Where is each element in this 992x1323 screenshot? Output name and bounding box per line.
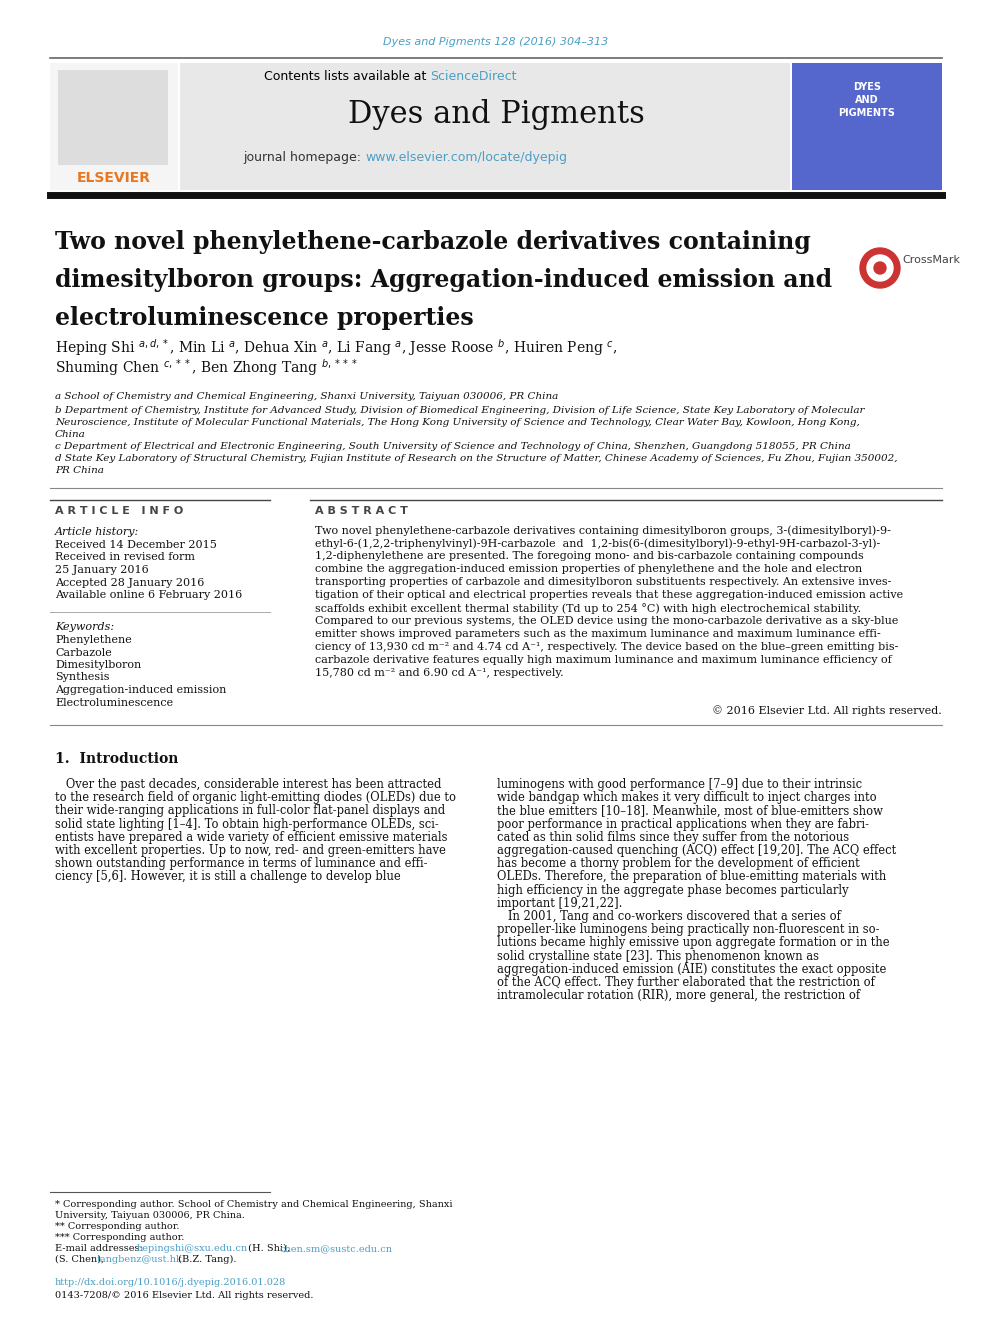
Text: Over the past decades, considerable interest has been attracted: Over the past decades, considerable inte… [55,778,441,791]
FancyBboxPatch shape [58,70,168,165]
Text: Two novel phenylethene-carbazole derivatives containing dimesitylboron groups, 3: Two novel phenylethene-carbazole derivat… [315,525,891,536]
Circle shape [867,255,893,280]
Text: solid crystalline state [23]. This phenomenon known as: solid crystalline state [23]. This pheno… [497,950,819,963]
Text: transporting properties of carbazole and dimesitylboron substituents respectivel: transporting properties of carbazole and… [315,577,892,587]
Circle shape [874,262,886,274]
Text: ciency [5,6]. However, it is still a challenge to develop blue: ciency [5,6]. However, it is still a cha… [55,871,401,884]
Text: journal homepage:: journal homepage: [243,152,365,164]
Text: dimesitylboron groups: Aggregation-induced emission and: dimesitylboron groups: Aggregation-induc… [55,269,832,292]
Text: ScienceDirect: ScienceDirect [430,70,517,82]
Text: luminogens with good performance [7–9] due to their intrinsic: luminogens with good performance [7–9] d… [497,778,862,791]
Text: tangbenz@ust.hk: tangbenz@ust.hk [97,1256,183,1263]
Text: shown outstanding performance in terms of luminance and effi-: shown outstanding performance in terms o… [55,857,428,871]
Text: 0143-7208/© 2016 Elsevier Ltd. All rights reserved.: 0143-7208/© 2016 Elsevier Ltd. All right… [55,1291,313,1301]
Text: CrossMark: CrossMark [902,255,960,265]
Text: In 2001, Tang and co-workers discovered that a series of: In 2001, Tang and co-workers discovered … [497,910,841,923]
Text: 1,2-diphenylethene are presented. The foregoing mono- and bis-carbazole containi: 1,2-diphenylethene are presented. The fo… [315,550,864,561]
Text: 15,780 cd m⁻² and 6.90 cd A⁻¹, respectively.: 15,780 cd m⁻² and 6.90 cd A⁻¹, respectiv… [315,668,563,677]
Text: with excellent properties. Up to now, red- and green-emitters have: with excellent properties. Up to now, re… [55,844,445,857]
Text: combine the aggregation-induced emission properties of phenylethene and the hole: combine the aggregation-induced emission… [315,564,862,574]
Text: Synthesis: Synthesis [55,672,109,683]
Text: A R T I C L E   I N F O: A R T I C L E I N F O [55,505,184,516]
Text: aggregation-induced emission (AIE) constitutes the exact opposite: aggregation-induced emission (AIE) const… [497,963,887,976]
Text: a School of Chemistry and Chemical Engineering, Shanxi University, Taiyuan 03000: a School of Chemistry and Chemical Engin… [55,392,558,401]
Text: Neuroscience, Institute of Molecular Functional Materials, The Hong Kong Univers: Neuroscience, Institute of Molecular Fun… [55,418,860,427]
Text: Available online 6 February 2016: Available online 6 February 2016 [55,590,242,601]
Text: hepingshi@sxu.edu.cn: hepingshi@sxu.edu.cn [137,1244,248,1253]
Text: China: China [55,430,85,439]
Text: emitter shows improved parameters such as the maximum luminance and maximum lumi: emitter shows improved parameters such a… [315,628,881,639]
Text: http://dx.doi.org/10.1016/j.dyepig.2016.01.028: http://dx.doi.org/10.1016/j.dyepig.2016.… [55,1278,287,1287]
Text: Accepted 28 January 2016: Accepted 28 January 2016 [55,578,204,587]
Text: intramolecular rotation (RIR), more general, the restriction of: intramolecular rotation (RIR), more gene… [497,990,860,1003]
Text: E-mail addresses:: E-mail addresses: [55,1244,146,1253]
Text: Aggregation-induced emission: Aggregation-induced emission [55,685,226,695]
Text: OLEDs. Therefore, the preparation of blue-emitting materials with: OLEDs. Therefore, the preparation of blu… [497,871,886,884]
Text: ethyl-6-(1,2,2-triphenylvinyl)-9H-carbazole  and  1,2-bis(6-(dimesitylboryl)-9-e: ethyl-6-(1,2,2-triphenylvinyl)-9H-carbaz… [315,538,880,549]
Text: DYES
AND
PIGMENTS: DYES AND PIGMENTS [838,82,896,118]
Text: Carbazole: Carbazole [55,647,112,658]
Text: Phenylethene: Phenylethene [55,635,132,646]
Text: Two novel phenylethene-carbazole derivatives containing: Two novel phenylethene-carbazole derivat… [55,230,810,254]
Text: (B.Z. Tang).: (B.Z. Tang). [175,1256,236,1263]
Text: Compared to our previous systems, the OLED device using the mono-carbazole deriv: Compared to our previous systems, the OL… [315,617,899,626]
Text: Article history:: Article history: [55,527,139,537]
Text: www.elsevier.com/locate/dyepig: www.elsevier.com/locate/dyepig [365,152,567,164]
Text: d State Key Laboratory of Structural Chemistry, Fujian Institute of Research on : d State Key Laboratory of Structural Che… [55,454,898,463]
Text: propeller-like luminogens being practically non-fluorescent in so-: propeller-like luminogens being practica… [497,923,880,937]
Text: 25 January 2016: 25 January 2016 [55,565,149,576]
Text: solid state lighting [1–4]. To obtain high-performance OLEDs, sci-: solid state lighting [1–4]. To obtain hi… [55,818,438,831]
Text: A B S T R A C T: A B S T R A C T [315,505,408,516]
Text: the blue emitters [10–18]. Meanwhile, most of blue-emitters show: the blue emitters [10–18]. Meanwhile, mo… [497,804,883,818]
Text: Keywords:: Keywords: [55,622,114,632]
Text: chen.sm@sustc.edu.cn: chen.sm@sustc.edu.cn [279,1244,392,1253]
Text: Shuming Chen $^{c, **}$, Ben Zhong Tang $^{b, ***}$: Shuming Chen $^{c, **}$, Ben Zhong Tang … [55,357,358,378]
Text: * Corresponding author. School of Chemistry and Chemical Engineering, Shanxi: * Corresponding author. School of Chemis… [55,1200,452,1209]
Text: ELSEVIER: ELSEVIER [77,171,151,185]
Text: ciency of 13,930 cd m⁻² and 4.74 cd A⁻¹, respectively. The device based on the b: ciency of 13,930 cd m⁻² and 4.74 cd A⁻¹,… [315,642,899,652]
Text: scaffolds exhibit excellent thermal stability (Td up to 254 °C) with high electr: scaffolds exhibit excellent thermal stab… [315,603,861,614]
Text: Dyes and Pigments 128 (2016) 304–313: Dyes and Pigments 128 (2016) 304–313 [383,37,609,48]
Text: poor performance in practical applications when they are fabri-: poor performance in practical applicatio… [497,818,869,831]
Text: University, Taiyuan 030006, PR China.: University, Taiyuan 030006, PR China. [55,1211,245,1220]
Text: PR China: PR China [55,466,104,475]
Text: entists have prepared a wide variety of efficient emissive materials: entists have prepared a wide variety of … [55,831,447,844]
Text: carbazole derivative features equally high maximum luminance and maximum luminan: carbazole derivative features equally hi… [315,655,892,665]
Text: tigation of their optical and electrical properties reveals that these aggregati: tigation of their optical and electrical… [315,590,903,601]
Text: their wide-ranging applications in full-color flat-panel displays and: their wide-ranging applications in full-… [55,804,445,818]
Text: cated as thin solid films since they suffer from the notorious: cated as thin solid films since they suf… [497,831,849,844]
Text: Dyes and Pigments: Dyes and Pigments [347,99,645,131]
Text: Received 14 December 2015: Received 14 December 2015 [55,540,217,550]
Text: of the ACQ effect. They further elaborated that the restriction of: of the ACQ effect. They further elaborat… [497,976,875,990]
FancyBboxPatch shape [792,64,942,191]
FancyBboxPatch shape [50,64,178,191]
Text: Received in revised form: Received in revised form [55,553,195,562]
Text: Electroluminescence: Electroluminescence [55,697,174,708]
Text: electroluminescence properties: electroluminescence properties [55,306,474,329]
Text: aggregation-caused quenching (ACQ) effect [19,20]. The ACQ effect: aggregation-caused quenching (ACQ) effec… [497,844,896,857]
Text: Contents lists available at: Contents lists available at [264,70,430,82]
Text: wide bandgap which makes it very difficult to inject charges into: wide bandgap which makes it very difficu… [497,791,877,804]
Text: *** Corresponding author.: *** Corresponding author. [55,1233,185,1242]
Text: Dimesitylboron: Dimesitylboron [55,660,141,669]
Text: has become a thorny problem for the development of efficient: has become a thorny problem for the deve… [497,857,860,871]
Text: (H. Shi),: (H. Shi), [245,1244,293,1253]
Text: 1.  Introduction: 1. Introduction [55,751,179,766]
Text: c Department of Electrical and Electronic Engineering, South University of Scien: c Department of Electrical and Electroni… [55,442,851,451]
Text: Heping Shi $^{a, d, *}$, Min Li $^{a}$, Dehua Xin $^{a}$, Li Fang $^{a}$, Jesse : Heping Shi $^{a, d, *}$, Min Li $^{a}$, … [55,337,617,359]
Text: lutions became highly emissive upon aggregate formation or in the: lutions became highly emissive upon aggr… [497,937,890,950]
Text: to the research field of organic light-emitting diodes (OLEDs) due to: to the research field of organic light-e… [55,791,456,804]
Text: important [19,21,22].: important [19,21,22]. [497,897,622,910]
Circle shape [860,247,900,288]
Text: ** Corresponding author.: ** Corresponding author. [55,1222,180,1230]
Text: © 2016 Elsevier Ltd. All rights reserved.: © 2016 Elsevier Ltd. All rights reserved… [712,705,942,716]
Text: b Department of Chemistry, Institute for Advanced Study, Division of Biomedical : b Department of Chemistry, Institute for… [55,406,864,415]
Text: (S. Chen),: (S. Chen), [55,1256,107,1263]
Text: high efficiency in the aggregate phase becomes particularly: high efficiency in the aggregate phase b… [497,884,848,897]
FancyBboxPatch shape [180,64,790,191]
